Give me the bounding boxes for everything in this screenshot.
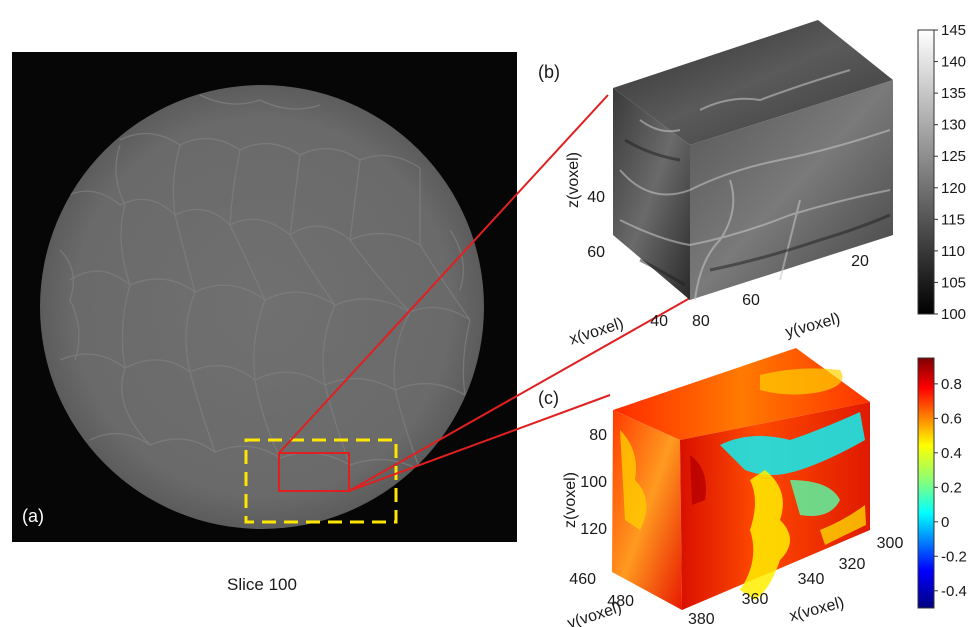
c-colorbar: 0.8 0.6 0.4 0.2 0 -0.2 -0.4 [917,357,967,609]
colorbar-tick-label: 100 [941,306,966,323]
c-x-tick: 340 [798,571,825,588]
b-x-axis-label: x(voxel) [567,315,626,348]
b-y-tick: 20 [851,253,869,270]
colorbar-tick-label: 130 [941,117,966,134]
c-x-axis-label: x(voxel) [788,594,847,625]
c-x-tick: 380 [688,611,715,627]
colorbar-tick-label: 0.4 [941,445,962,462]
colorbar-tick-label: 0 [941,514,949,531]
roi-box [278,452,350,492]
panel-b: (b) z(voxel) 40 60 x(voxel) 40 80 60 20 … [538,20,966,348]
c-z-tick: 120 [580,521,607,538]
cube-b-texture-dark [624,138,891,287]
c-colorbar-ticks: 0.8 0.6 0.4 0.2 0 -0.2 -0.4 [934,376,967,600]
slice-caption: Slice 100 [227,575,297,594]
colorbar-tick-label: 120 [941,180,966,197]
leader-line-mid [348,297,691,492]
c-z-axis-label: z(voxel) [562,472,579,528]
leader-lines [278,94,691,492]
b-y-axis-label: y(voxel) [784,310,843,341]
c-x-tick: 320 [839,556,866,573]
panel-c: (c) z(voxel) 80 100 120 460 480 y(voxel)… [538,348,967,627]
b-z-tick: 60 [587,244,605,261]
c-y-tick: 480 [607,593,634,610]
b-colorbar: 145 140 135 130 125 120 115 110 105 100 [917,22,966,323]
grain-boundaries [59,94,471,471]
colorbar-tick-label: 135 [941,85,966,102]
cube-c-correlation-patches [620,368,866,600]
colorbar-tick-label: 0.6 [941,410,962,427]
colorbar-tick-label: 140 [941,54,966,71]
leader-line-bottom [348,394,611,492]
colorbar-tick-label: 0.2 [941,479,962,496]
b-colorbar-ticks: 145 140 135 130 125 120 115 110 105 100 [934,22,966,323]
b-x-tick: 40 [650,313,668,330]
colorbar-tick-label: -0.4 [941,583,967,600]
c-z-tick: 80 [589,427,607,444]
zoom-region-box [244,438,398,524]
panel-c-label: (c) [538,388,559,408]
panel-a: (a) Slice 100 [12,52,517,594]
b-x-tick: 80 [692,313,710,330]
c-x-tick: 300 [877,535,904,552]
colorbar-tick-label: 145 [941,22,966,39]
colorbar-tick-label: 125 [941,148,966,165]
c-y-tick: 460 [569,571,596,588]
c-colorbar-gradient [917,357,935,609]
c-x-tick: 360 [742,591,769,608]
cube-b-side-face [690,80,893,300]
cube-b-front-face [613,88,690,300]
colorbar-tick-label: 105 [941,274,966,291]
colorbar-tick-label: 110 [941,243,965,260]
cube-b-texture [619,69,891,301]
b-colorbar-gradient [917,29,935,315]
leader-line-top [278,94,609,454]
b-z-tick: 40 [587,189,605,206]
colorbar-tick-label: 0.8 [941,376,962,393]
c-z-tick: 100 [580,474,607,491]
b-y-tick: 60 [742,292,760,309]
cube-b-top-face [613,20,893,145]
panel-a-label: (a) [22,506,44,526]
panel-b-label: (b) [538,62,560,82]
colorbar-tick-label: -0.2 [941,548,967,565]
colorbar-tick-label: 115 [941,211,965,228]
b-z-axis-label: z(voxel) [565,152,582,208]
c-y-axis-label: y(voxel) [565,599,624,627]
